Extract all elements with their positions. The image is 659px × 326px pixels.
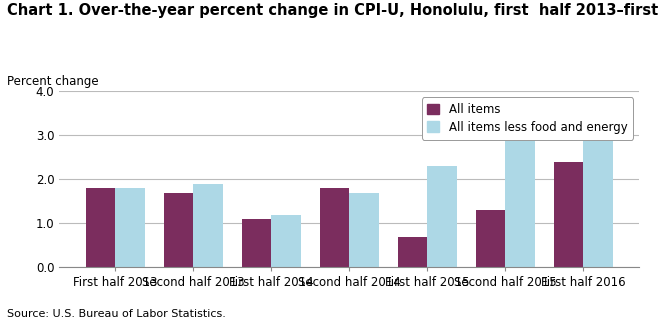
Bar: [505, 126, 535, 267]
Bar: [583, 109, 613, 267]
Bar: [242, 219, 272, 267]
Bar: [193, 184, 223, 267]
Bar: [163, 192, 193, 267]
Text: Chart 1. Over-the-year percent change in CPI-U, Honolulu, first  half 2013–first: Chart 1. Over-the-year percent change in…: [7, 3, 659, 18]
Bar: [427, 166, 457, 267]
Bar: [86, 188, 115, 267]
Bar: [115, 188, 145, 267]
Bar: [320, 188, 349, 267]
Bar: [554, 162, 583, 267]
Bar: [476, 210, 505, 267]
Text: Percent change: Percent change: [7, 75, 98, 88]
Bar: [349, 192, 379, 267]
Legend: All items, All items less food and energy: All items, All items less food and energ…: [422, 97, 633, 140]
Text: Source: U.S. Bureau of Labor Statistics.: Source: U.S. Bureau of Labor Statistics.: [7, 309, 225, 319]
Bar: [272, 215, 301, 267]
Bar: [397, 237, 427, 267]
